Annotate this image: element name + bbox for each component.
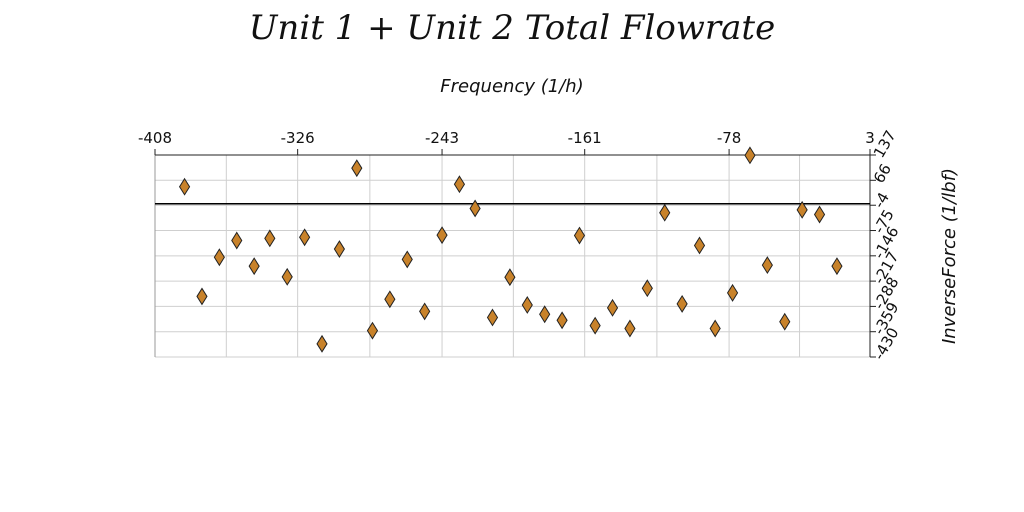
- x-tick-label: -326: [281, 129, 315, 147]
- data-point: [624, 319, 636, 338]
- data-points: [178, 146, 843, 353]
- data-point: [469, 199, 481, 218]
- data-point: [693, 236, 706, 255]
- data-point: [796, 200, 808, 219]
- data-point: [573, 226, 586, 245]
- data-point: [299, 228, 311, 247]
- data-point: [366, 321, 379, 340]
- data-point: [641, 279, 653, 298]
- data-point: [521, 296, 533, 314]
- x-tick-label: -408: [138, 129, 172, 147]
- data-point: [351, 159, 363, 178]
- data-point: [281, 267, 293, 286]
- grid-lines: [154, 154, 871, 358]
- data-point: [709, 319, 721, 338]
- x-tick-label: -161: [568, 129, 602, 147]
- y-tick-label: 66: [870, 161, 895, 187]
- y-axis-label: InverseForce (1/lbf): [939, 168, 960, 344]
- data-point: [676, 294, 688, 313]
- data-point: [333, 240, 345, 258]
- data-point: [213, 248, 225, 267]
- x-axis-label: Frequency (1/h): [440, 76, 583, 97]
- data-point: [556, 311, 568, 330]
- data-point: [504, 268, 516, 287]
- x-tick-label: -243: [425, 129, 459, 147]
- data-point: [813, 205, 826, 224]
- data-point: [436, 226, 448, 245]
- data-point: [401, 250, 413, 269]
- data-point: [589, 316, 601, 335]
- data-point: [316, 334, 328, 353]
- data-point: [779, 312, 791, 331]
- data-point: [831, 257, 843, 276]
- data-point: [761, 256, 773, 275]
- tick-labels: -408 -326 -243 -161 -78 313766-4-75-146-217-2…: [138, 127, 903, 363]
- data-point: [486, 308, 499, 327]
- data-point: [231, 231, 243, 250]
- data-point: [606, 298, 619, 317]
- data-point: [659, 203, 671, 222]
- data-point: [248, 257, 260, 276]
- chart-title: Unit 1 + Unit 2 Total Flowrate: [248, 8, 776, 48]
- data-point: [384, 290, 396, 309]
- data-point: [178, 177, 191, 196]
- data-point: [419, 302, 431, 321]
- data-point: [453, 175, 466, 194]
- data-point: [264, 229, 276, 248]
- data-point: [196, 287, 208, 306]
- data-point: [726, 283, 739, 302]
- x-tick-label: 3: [865, 129, 875, 147]
- x-tick-label: -78: [717, 129, 742, 147]
- data-point: [539, 305, 551, 324]
- data-point: [744, 146, 756, 165]
